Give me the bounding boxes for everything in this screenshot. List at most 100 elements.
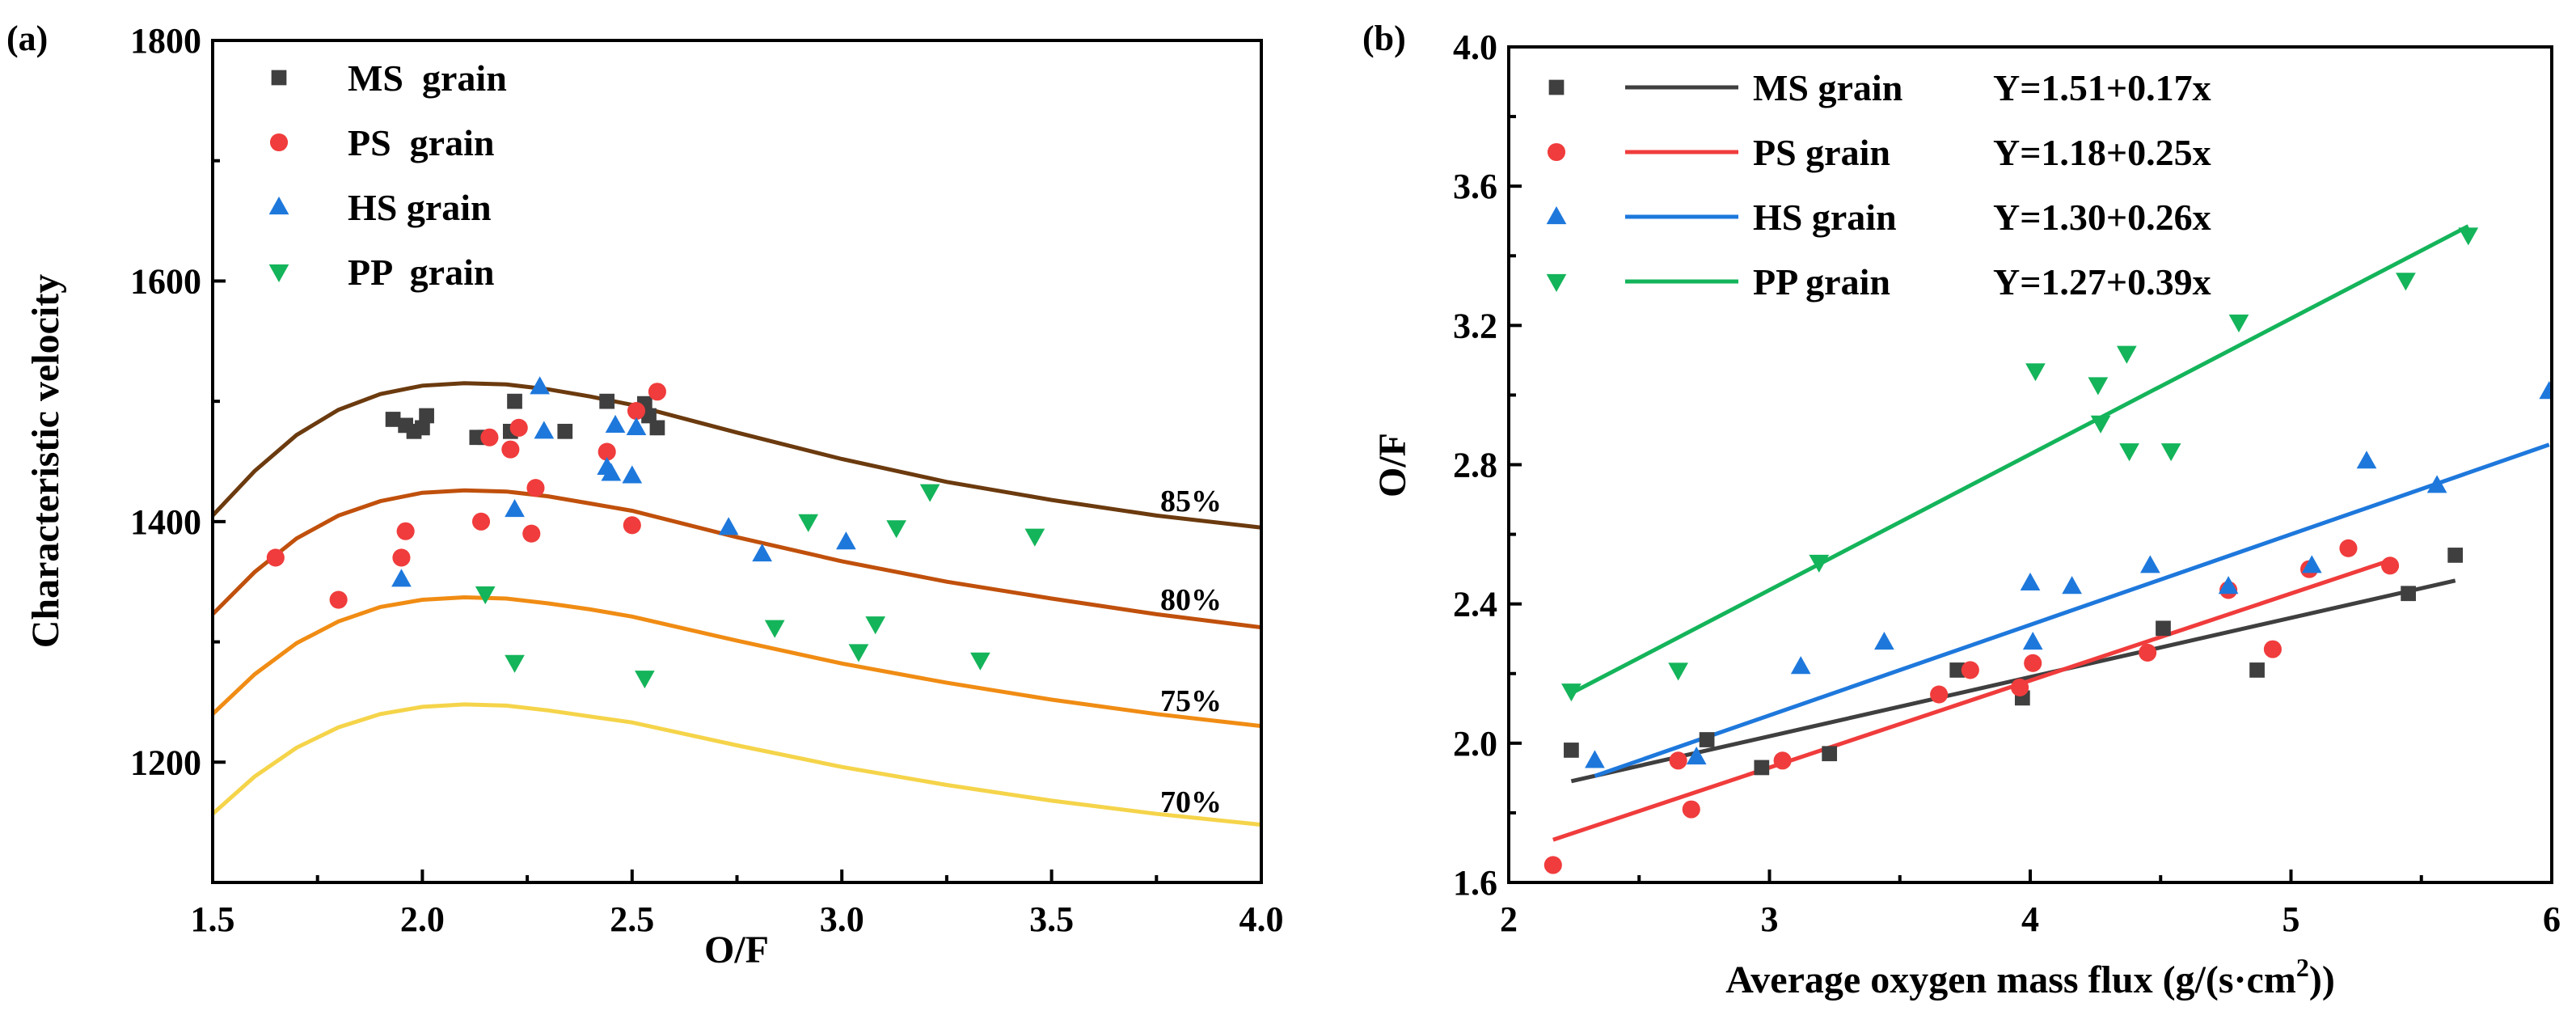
data-point-hs — [2539, 381, 2552, 400]
data-point-pp — [865, 616, 886, 635]
y-tick-label: 1600 — [130, 261, 201, 301]
efficiency-label-80-percent: 80% — [1160, 583, 1222, 617]
efficiency-curve-80-percent — [213, 488, 1261, 630]
data-point-ps — [627, 401, 646, 421]
data-point-hs — [752, 544, 772, 562]
legend-label-hs: HS grain — [348, 187, 492, 228]
data-point-pp — [505, 654, 525, 673]
data-point-ms — [419, 408, 434, 424]
data-point-ps — [623, 516, 641, 535]
data-point-hs — [626, 417, 647, 435]
data-point-hs — [1790, 656, 1811, 675]
data-point-pp — [886, 520, 906, 539]
y-tick-label: 2.0 — [1453, 724, 1497, 764]
y-tick-label: 3.6 — [1453, 167, 1497, 206]
panel-a-axes-frame — [211, 39, 1263, 884]
fit-line-pp — [1570, 224, 2469, 696]
data-point-pp — [2228, 314, 2249, 333]
data-point-ps — [1930, 685, 1949, 704]
data-point-ms — [1754, 760, 1770, 776]
legend-equation-ms: Y=1.51+0.17x — [1993, 67, 2211, 108]
data-point-ps — [2381, 556, 2400, 575]
y-tick-label: 1.6 — [1453, 863, 1497, 903]
panel-b-x-axis-label-main: Average oxygen mass flux (g/(s·cm — [1725, 958, 2296, 1001]
data-point-ms — [415, 420, 430, 436]
legend-label-ps: PS grain — [348, 122, 494, 163]
data-point-hs — [1686, 747, 1707, 765]
data-point-ms — [2447, 548, 2464, 563]
data-point-ps — [598, 442, 616, 461]
legend-equation-pp: Y=1.27+0.39x — [1993, 261, 2211, 303]
data-point-ms — [2401, 586, 2416, 602]
data-point-pp — [2088, 377, 2109, 396]
data-point-pp — [1561, 683, 1581, 702]
data-point-ps — [329, 590, 348, 609]
legend-marker-hs — [268, 197, 289, 215]
x-tick-label: 2.5 — [610, 899, 654, 939]
data-point-pp — [1668, 662, 1688, 681]
legend-marker-pp — [1546, 273, 1567, 292]
legend-equation-hs: Y=1.30+0.26x — [1993, 197, 2211, 238]
fit-line-ps — [1552, 558, 2391, 842]
data-point-hs — [2426, 475, 2447, 493]
x-tick-label: 1.5 — [191, 899, 235, 939]
data-point-ps — [2024, 654, 2042, 672]
x-tick-label: 3.0 — [820, 899, 864, 939]
data-point-hs — [391, 569, 412, 587]
data-point-hs — [2218, 576, 2239, 595]
legend-marker-ps — [269, 133, 289, 152]
data-point-ps — [2011, 678, 2029, 697]
efficiency-label-70-percent: 70% — [1160, 785, 1222, 819]
data-point-ps — [392, 548, 411, 567]
a-plot-area — [213, 376, 1261, 827]
data-point-hs — [2022, 632, 2043, 650]
legend-marker-ms — [1548, 79, 1565, 95]
legend-marker-hs — [1546, 206, 1567, 225]
data-point-ms — [557, 423, 573, 439]
x-tick-label: 4 — [2021, 899, 2039, 939]
data-point-hs — [1585, 750, 1605, 768]
x-tick-label: 5 — [2283, 899, 2300, 939]
data-point-hs — [718, 517, 739, 535]
panel-b-x-axis-label-sup: 2 — [2296, 953, 2309, 982]
data-point-pp — [2025, 363, 2046, 382]
fit-line-ms — [1570, 578, 2456, 784]
y-tick-label: 1200 — [130, 743, 201, 782]
x-tick-label: 3.5 — [1029, 899, 1074, 939]
data-point-ps — [2139, 643, 2157, 662]
data-point-ps — [1961, 661, 1979, 679]
data-point-hs — [530, 376, 551, 395]
data-point-hs — [601, 463, 622, 481]
data-point-pp — [1809, 554, 1830, 573]
data-point-ms — [649, 420, 665, 436]
panel-b-label: (b) — [1362, 19, 1406, 58]
data-point-ps — [648, 383, 666, 401]
legend-label-hs: HS grain — [1753, 197, 1897, 238]
legend-label-pp: PP grain — [1753, 261, 1890, 303]
data-point-pp — [2116, 345, 2137, 364]
panel-b-chart: (b) 2 3 4 5 6 1.6 2.0 2.4 2.8 3.2 3.6 4.0 MS grain Y… — [1362, 19, 2561, 1001]
legend-label-ms: MS grain — [1753, 67, 1902, 108]
x-tick-label: 2 — [1500, 899, 1518, 939]
data-point-ps — [501, 440, 520, 459]
x-tick-label: 4.0 — [1239, 899, 1284, 939]
panel-a-label: (a) — [6, 19, 48, 58]
data-point-ps — [526, 479, 545, 497]
legend-label-pp: PP grain — [348, 252, 494, 293]
data-point-ps — [522, 524, 541, 543]
data-point-pp — [2160, 443, 2181, 462]
panel-a-x-axis-label: O/F — [704, 929, 769, 971]
data-point-ps — [396, 522, 415, 540]
data-point-hs — [534, 421, 555, 439]
data-point-pp — [970, 652, 990, 671]
panel-a-y-axis-label: Characteristic velocity — [24, 274, 67, 648]
panel-b-y-axis-label: O/F — [1371, 433, 1414, 497]
efficiency-curve-70-percent — [213, 702, 1261, 827]
data-point-pp — [635, 671, 655, 689]
data-point-ms — [385, 412, 401, 427]
y-tick-label: 1400 — [130, 502, 201, 542]
data-point-hs — [2301, 555, 2322, 573]
data-point-ms — [1699, 732, 1715, 747]
data-point-ms — [1822, 746, 1838, 762]
